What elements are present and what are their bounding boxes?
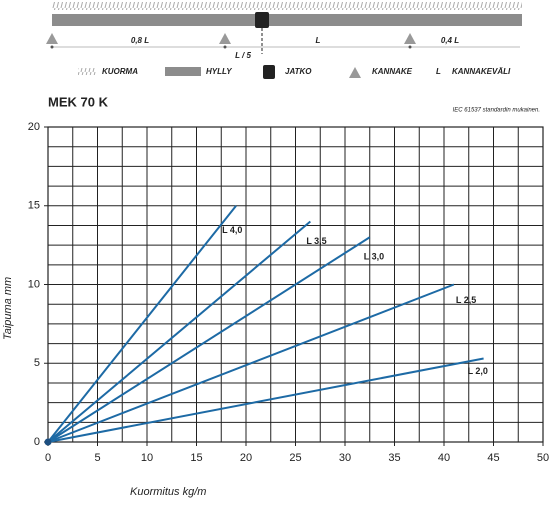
chart-note: IEC 61537 standardin mukainen. [453, 108, 540, 114]
dimension-dot [408, 45, 412, 49]
legend-label: KANNAKEVÄLI [452, 67, 511, 76]
load-hatch [52, 2, 522, 10]
y-tick-label: 10 [28, 278, 40, 290]
series-label: L 2,5 [456, 295, 476, 305]
legend-label: KANNAKE [372, 67, 413, 76]
dimension-label: L / 5 [235, 51, 251, 60]
series-line [47, 357, 484, 443]
legend-label: HYLLY [206, 67, 232, 76]
dimension-label: L [316, 36, 321, 45]
legend-label: JATKO [285, 67, 312, 76]
support [404, 33, 416, 44]
x-tick-label: 40 [438, 452, 450, 464]
chart-title: MEK 70 K [48, 94, 109, 109]
legend-support [349, 67, 361, 78]
series-label: L 3,5 [306, 236, 326, 246]
series-label: L 4,0 [222, 225, 242, 235]
x-tick-label: 30 [339, 452, 351, 464]
y-tick-label: 20 [28, 121, 40, 133]
x-tick-label: 0 [45, 452, 51, 464]
origin-dot [44, 438, 52, 446]
x-tick-label: 15 [190, 452, 202, 464]
dimension-dot [50, 45, 54, 49]
series-line [47, 283, 455, 443]
x-tick-label: 10 [141, 452, 153, 464]
x-tick-label: 35 [388, 452, 400, 464]
y-tick-label: 15 [28, 200, 40, 212]
beam-diagram: 0,8 L L / 5 L 0,4 L [46, 2, 522, 60]
dimension-dot [223, 45, 227, 49]
x-tick-label: 25 [289, 452, 301, 464]
joint [255, 12, 269, 28]
series-label: L 2,0 [468, 366, 488, 376]
support [219, 33, 231, 44]
legend-label: L [436, 67, 441, 76]
series-line [47, 205, 237, 443]
legend-hatch [78, 68, 96, 75]
x-tick-label: 45 [487, 452, 499, 464]
y-tick-label: 0 [34, 436, 40, 448]
series-label: L 3,0 [364, 252, 384, 262]
dimension-label: 0,4 L [441, 36, 459, 45]
dimension-label: 0,8 L [131, 36, 149, 45]
y-tick-label: 5 [34, 357, 40, 369]
x-tick-label: 5 [94, 452, 100, 464]
legend-label: KUORMA [102, 67, 138, 76]
x-axis-label: Kuormitus kg/m [130, 486, 206, 498]
y-axis-label: Taipuma mm [2, 277, 14, 340]
support [46, 33, 58, 44]
diagram-legend: KUORMA HYLLY JATKO KANNAKE L KANNAKEVÄLI [78, 65, 511, 79]
series-line [47, 220, 311, 443]
x-tick-label: 50 [537, 452, 549, 464]
shelf-bar [52, 14, 522, 26]
x-tick-label: 20 [240, 452, 252, 464]
legend-shelf [165, 67, 201, 76]
legend-joint [263, 65, 275, 79]
series-line [47, 236, 371, 443]
